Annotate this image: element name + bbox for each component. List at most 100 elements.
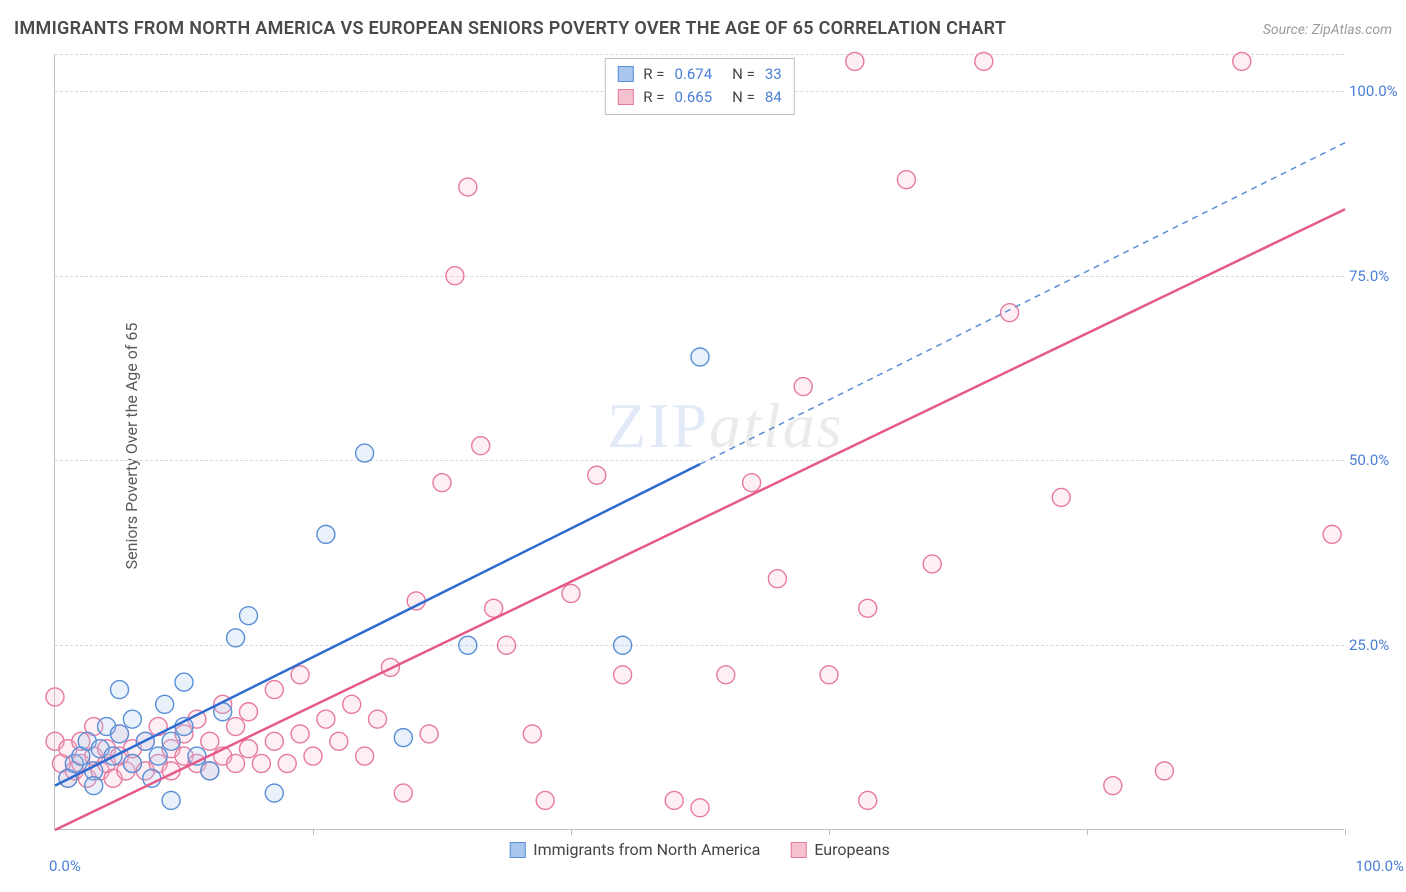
data-point-eu <box>291 666 309 684</box>
legend-item: Immigrants from North America <box>509 840 760 859</box>
data-point-eu <box>588 466 606 484</box>
data-point-eu <box>278 754 296 772</box>
data-point-eu <box>446 267 464 285</box>
data-point-eu <box>46 688 64 706</box>
swatch-eu <box>617 89 633 105</box>
data-point-eu <box>1104 777 1122 795</box>
y-tick-label: 50.0% <box>1349 451 1404 469</box>
trend-line-na-solid <box>55 464 700 785</box>
data-point-eu <box>691 799 709 817</box>
data-point-eu <box>1233 52 1251 70</box>
data-point-na <box>265 784 283 802</box>
data-point-na <box>123 710 141 728</box>
data-point-eu <box>859 791 877 809</box>
data-point-na <box>227 629 245 647</box>
legend-swatch <box>790 842 806 858</box>
data-point-na <box>356 444 374 462</box>
data-point-eu <box>562 585 580 603</box>
data-point-eu <box>433 474 451 492</box>
x-tick-mark <box>1345 829 1346 835</box>
data-point-eu <box>717 666 735 684</box>
data-point-na <box>162 791 180 809</box>
legend-label: Europeans <box>814 840 889 859</box>
data-point-eu <box>523 725 541 743</box>
data-point-na <box>175 673 193 691</box>
data-point-eu <box>356 747 374 765</box>
data-point-na <box>459 636 477 654</box>
legend-swatch <box>509 842 525 858</box>
chart-title: IMMIGRANTS FROM NORTH AMERICA VS EUROPEA… <box>14 18 1006 39</box>
data-point-eu <box>859 599 877 617</box>
correlation-stats-box: R =0.674 N =33 R =0.665 N =84 <box>604 58 794 115</box>
data-point-na <box>123 754 141 772</box>
x-tick-mark <box>571 829 572 835</box>
legend-label: Immigrants from North America <box>533 840 760 859</box>
data-point-eu <box>330 732 348 750</box>
data-point-eu <box>1052 488 1070 506</box>
data-point-eu <box>394 784 412 802</box>
legend-item: Europeans <box>790 840 889 859</box>
data-point-na <box>85 777 103 795</box>
data-point-na <box>111 725 129 743</box>
scatter-svg <box>55 54 1344 829</box>
plot-area: 25.0%50.0%75.0%100.0% R =0.674 N =33 R =… <box>54 54 1344 830</box>
data-point-eu <box>614 666 632 684</box>
data-point-eu <box>291 725 309 743</box>
data-point-na <box>156 695 174 713</box>
data-point-eu <box>240 703 258 721</box>
data-point-eu <box>820 666 838 684</box>
data-point-eu <box>252 754 270 772</box>
data-point-na <box>394 729 412 747</box>
data-point-eu <box>420 725 438 743</box>
data-point-eu <box>227 754 245 772</box>
data-point-eu <box>1155 762 1173 780</box>
data-point-eu <box>975 52 993 70</box>
data-point-eu <box>227 718 245 736</box>
data-point-eu <box>369 710 387 728</box>
stat-row-na: R =0.674 N =33 <box>617 63 781 86</box>
data-point-na <box>201 762 219 780</box>
data-point-eu <box>240 740 258 758</box>
r-value-na: 0.674 <box>674 63 712 86</box>
data-point-eu <box>665 791 683 809</box>
data-point-eu <box>1323 525 1341 543</box>
swatch-na <box>617 66 633 82</box>
stat-row-eu: R =0.665 N =84 <box>617 86 781 109</box>
x-tick-max: 100.0% <box>1355 857 1404 875</box>
n-value-eu: 84 <box>765 86 782 109</box>
data-point-na <box>240 607 258 625</box>
data-point-eu <box>317 710 335 728</box>
data-point-eu <box>923 555 941 573</box>
y-tick-label: 25.0% <box>1349 636 1404 654</box>
data-point-na <box>111 681 129 699</box>
data-point-eu <box>343 695 361 713</box>
data-point-eu <box>743 474 761 492</box>
data-point-eu <box>472 437 490 455</box>
data-point-eu <box>536 791 554 809</box>
data-point-na <box>614 636 632 654</box>
x-tick-mark <box>313 829 314 835</box>
n-value-na: 33 <box>765 63 782 86</box>
data-point-na <box>162 732 180 750</box>
data-point-eu <box>201 732 219 750</box>
data-point-eu <box>265 732 283 750</box>
data-point-na <box>149 747 167 765</box>
trend-line-eu <box>55 209 1345 830</box>
data-point-eu <box>265 681 283 699</box>
data-point-eu <box>304 747 322 765</box>
data-point-eu <box>846 52 864 70</box>
legend-bottom: Immigrants from North America Europeans <box>509 840 890 859</box>
data-point-eu <box>407 592 425 610</box>
trend-line-na-dash <box>700 143 1345 464</box>
x-tick-mark <box>829 829 830 835</box>
data-point-eu <box>498 636 516 654</box>
y-tick-label: 100.0% <box>1349 82 1404 100</box>
x-tick-mark <box>1087 829 1088 835</box>
data-point-na <box>691 348 709 366</box>
data-point-eu <box>459 178 477 196</box>
data-point-eu <box>794 378 812 396</box>
data-point-na <box>317 525 335 543</box>
y-tick-label: 75.0% <box>1349 267 1404 285</box>
data-point-eu <box>768 570 786 588</box>
r-value-eu: 0.665 <box>674 86 712 109</box>
